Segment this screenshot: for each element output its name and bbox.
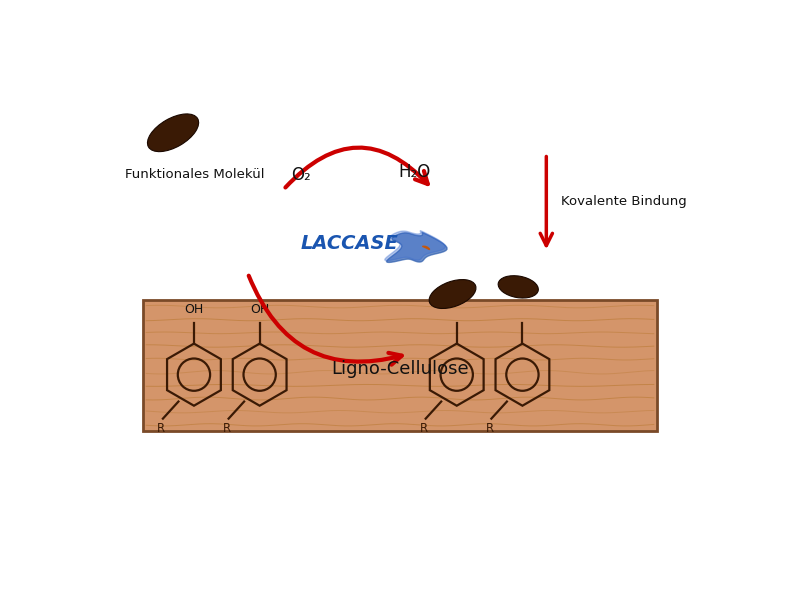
Text: LACCASE: LACCASE <box>300 234 398 253</box>
FancyArrowPatch shape <box>249 276 402 365</box>
Bar <box>143 300 657 431</box>
Polygon shape <box>422 246 430 250</box>
Text: OH: OH <box>250 303 270 316</box>
Text: Funktionales Molekül: Funktionales Molekül <box>126 168 265 181</box>
Ellipse shape <box>147 114 198 152</box>
Text: R: R <box>222 422 231 434</box>
Ellipse shape <box>498 276 538 298</box>
Text: R: R <box>157 422 165 434</box>
Text: Kovalente Bindung: Kovalente Bindung <box>562 195 687 208</box>
Text: OH: OH <box>184 303 203 316</box>
FancyArrowPatch shape <box>286 148 428 187</box>
Polygon shape <box>385 230 446 260</box>
Polygon shape <box>386 232 447 262</box>
Text: Ligno-Cellulose: Ligno-Cellulose <box>331 359 469 377</box>
Text: H₂O: H₂O <box>399 163 431 181</box>
Text: O₂: O₂ <box>291 166 311 184</box>
Text: R: R <box>420 422 428 434</box>
Text: R: R <box>486 422 494 434</box>
Ellipse shape <box>429 280 476 308</box>
